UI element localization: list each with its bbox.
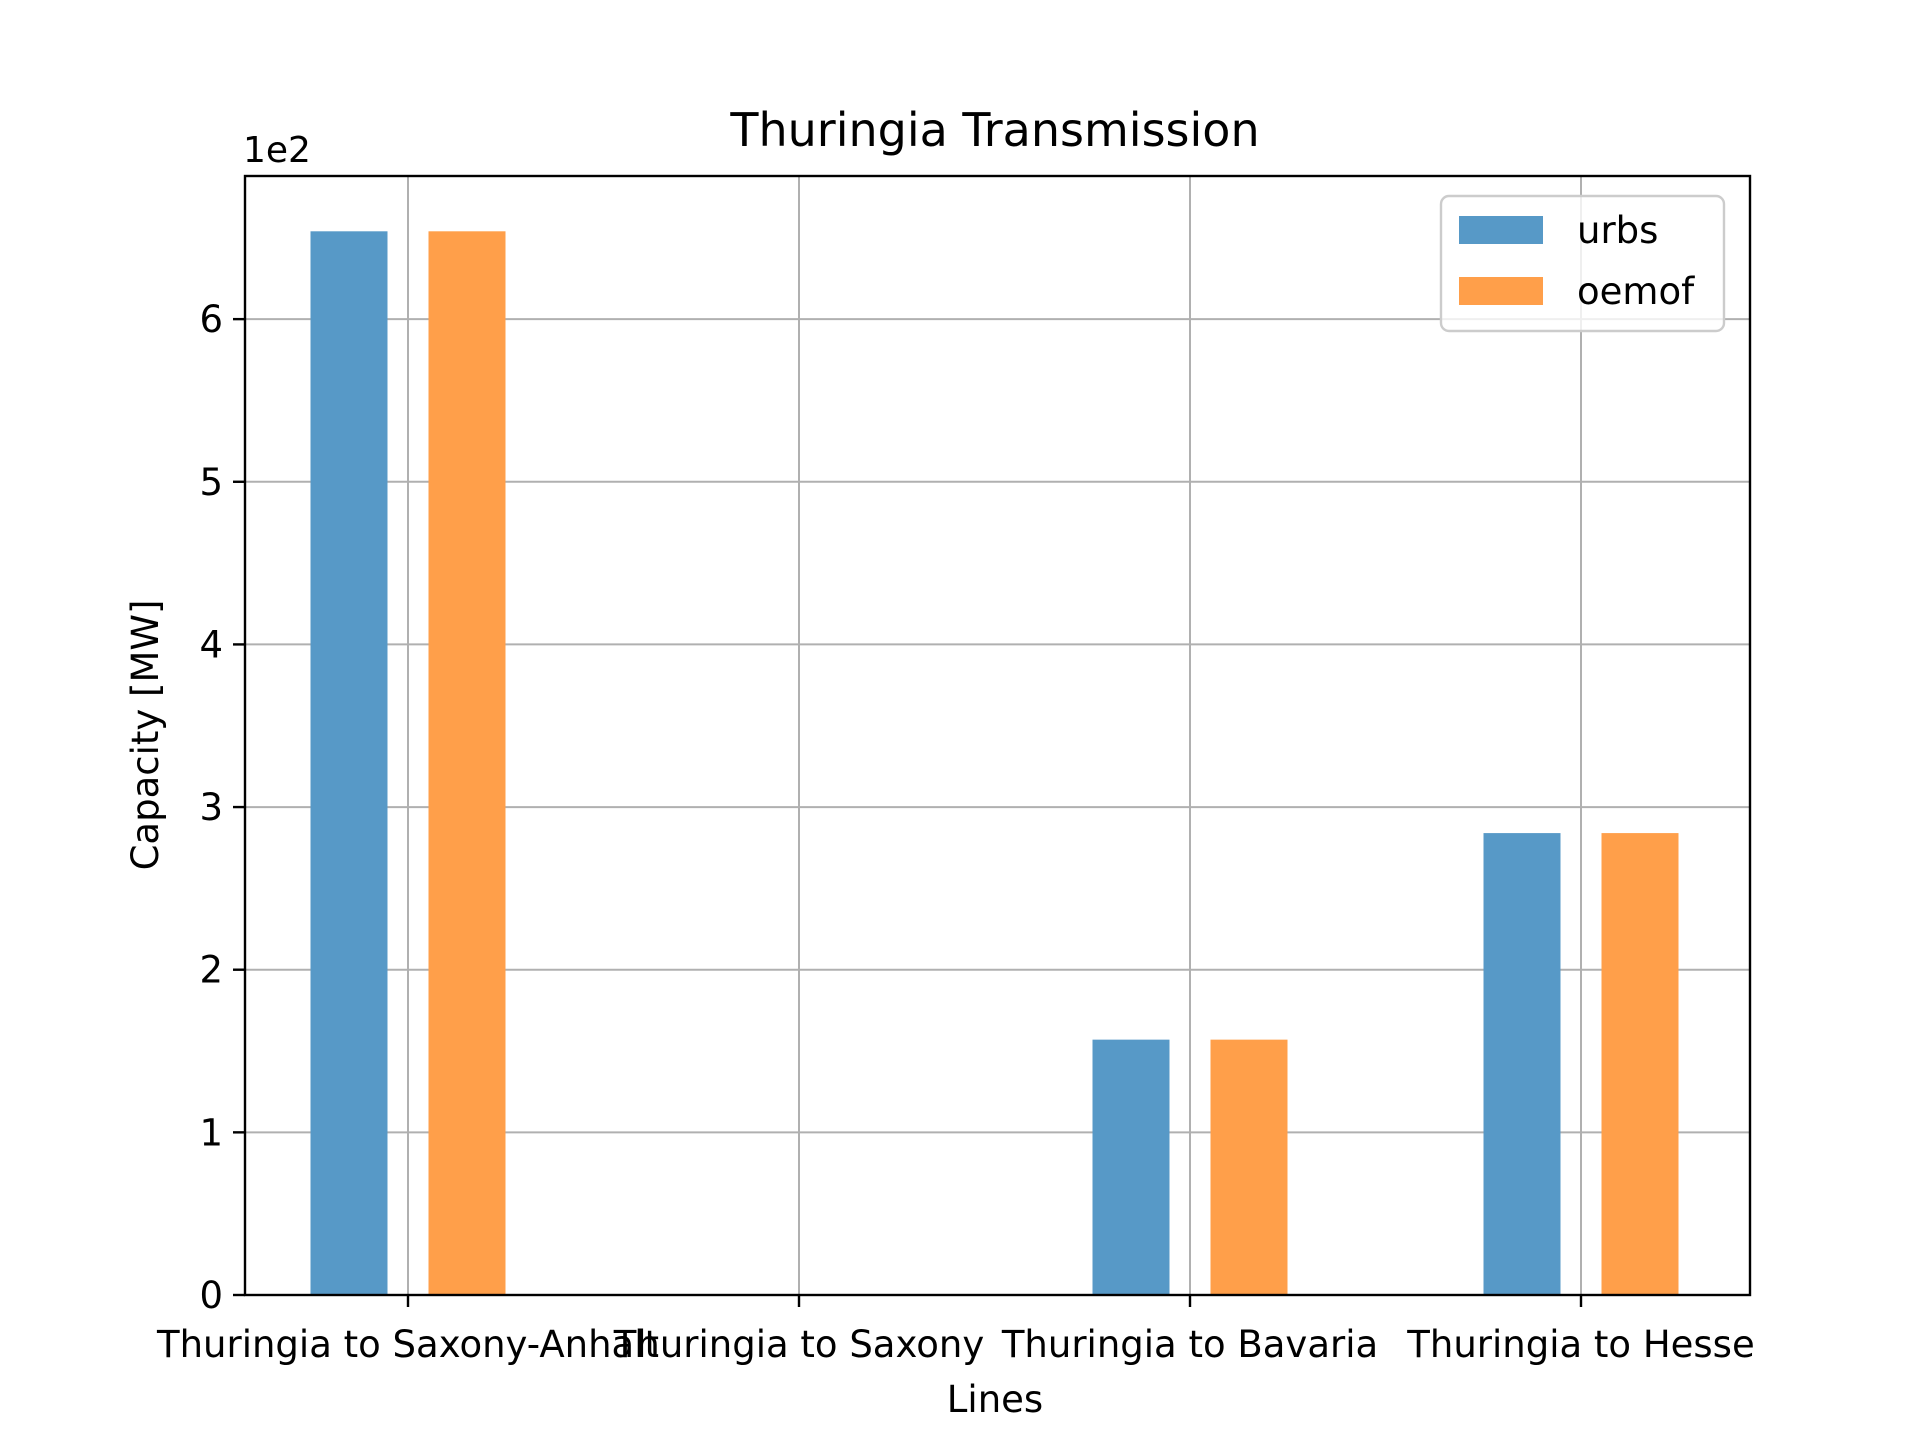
y-tick-label: 3 [199, 786, 223, 829]
legend-label-urbs: urbs [1577, 209, 1658, 252]
bars [310, 231, 1679, 1295]
y-tick-label: 6 [199, 298, 223, 341]
y-tick-label: 5 [199, 461, 223, 504]
legend-label-oemof: oemof [1577, 270, 1695, 313]
x-tick-label: Thuringia to Saxony-Anhalt [156, 1323, 659, 1366]
bar-urbs-2 [1092, 1039, 1170, 1295]
y-tick-label: 0 [199, 1274, 223, 1317]
x-axis-label: Lines [947, 1378, 1043, 1421]
plot-frame [243, 174, 1752, 1297]
y-tick-label: 1 [199, 1111, 223, 1154]
legend: urbs oemof [1439, 194, 1726, 333]
y-tick-label: 4 [199, 623, 223, 666]
bar-urbs-3 [1483, 833, 1561, 1295]
legend-swatch-oemof [1459, 277, 1543, 305]
chart-title: Thuringia Transmission [729, 103, 1259, 157]
y-axis: 0 1 2 3 4 5 6 [199, 298, 245, 1317]
bar-oemof-3 [1601, 833, 1679, 1295]
x-tick-label: Thuringia to Bavaria [1001, 1323, 1378, 1366]
y-offset-label: 1e2 [243, 130, 311, 171]
bar-urbs-0 [310, 231, 388, 1295]
y-axis-label: Capacity [MW] [124, 600, 167, 871]
legend-swatch-urbs [1459, 216, 1543, 244]
bar-oemof-0 [428, 231, 506, 1295]
x-tick-label: Thuringia to Saxony [613, 1323, 984, 1366]
x-tick-label: Thuringia to Hesse [1406, 1323, 1754, 1366]
y-tick-label: 2 [199, 949, 223, 992]
bar-oemof-2 [1210, 1039, 1288, 1295]
